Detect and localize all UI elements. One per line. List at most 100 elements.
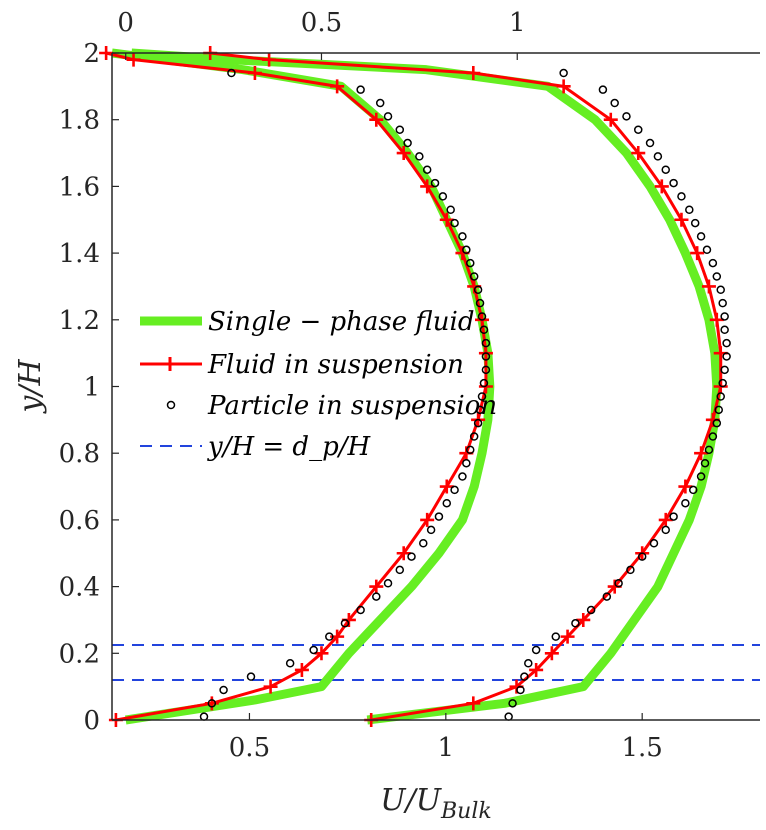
particle-point — [708, 258, 718, 268]
fluid-marker — [674, 212, 689, 227]
y-axis-label: y/H — [13, 359, 48, 415]
legend-label-fluid: Fluid in suspension — [207, 350, 464, 380]
particle-point — [462, 458, 471, 468]
legend-label-single-phase: Single − phase fluid — [208, 307, 474, 337]
particle-point — [434, 512, 444, 521]
particle-point — [419, 538, 428, 548]
particle-point — [450, 485, 459, 495]
particle-point — [475, 298, 485, 308]
particle-point — [446, 205, 455, 214]
particle-point — [720, 325, 729, 335]
particle-point — [375, 98, 385, 108]
fluid-marker — [603, 112, 618, 127]
particle-point — [602, 592, 612, 601]
fluid-marker — [330, 79, 345, 94]
y-tick-label: 0.2 — [59, 639, 100, 669]
y-tick-label: 1.6 — [59, 172, 100, 202]
particle-point — [622, 112, 631, 121]
fluid-marker — [654, 179, 669, 194]
particle-point — [559, 68, 568, 78]
particle-point — [473, 418, 483, 428]
y-tick-label: 1.2 — [59, 306, 100, 336]
particle-point — [466, 258, 475, 268]
particle-point — [462, 245, 471, 255]
fluid-marker — [694, 446, 709, 461]
particle-point — [438, 192, 448, 201]
particle-point — [508, 699, 517, 708]
fluid-marker — [314, 646, 329, 661]
particle-point — [504, 712, 513, 721]
particle-point — [199, 712, 209, 721]
particle-point — [442, 498, 452, 508]
fluid-marker — [396, 146, 411, 161]
x-axis-label-main: U/U — [380, 783, 442, 818]
particle-point — [685, 205, 694, 214]
particle-point — [669, 512, 678, 521]
x-top-tick-label: 0 — [117, 8, 134, 38]
particle-point — [571, 619, 580, 628]
fluid-marker — [369, 112, 384, 127]
fluid-marker — [690, 246, 705, 261]
y-tick-label: 1 — [83, 373, 100, 403]
particle-point — [219, 685, 228, 695]
particle-point — [702, 245, 712, 255]
x-axis-label: U/UBulk — [380, 783, 491, 824]
particle-point — [481, 365, 491, 375]
particle-point — [458, 472, 467, 481]
particle-point — [395, 125, 405, 134]
fluid-marker — [576, 612, 591, 627]
particle-point — [285, 659, 295, 668]
legend: Single − phase fluid Fluid in suspension… — [140, 307, 497, 462]
particle-point — [415, 152, 424, 161]
legend-marker-fluid — [163, 357, 177, 371]
particle-point — [450, 218, 459, 228]
particle-point — [403, 138, 412, 148]
particle-point — [661, 165, 670, 174]
particle-point — [696, 472, 706, 481]
particle-point — [458, 232, 467, 241]
fluid-marker — [439, 212, 454, 227]
particle-point — [516, 685, 525, 695]
particle-point — [422, 165, 432, 174]
particle-point — [637, 552, 647, 561]
particle-point — [722, 338, 731, 348]
particle-point — [383, 579, 393, 588]
particle-point — [407, 552, 416, 561]
particle-point — [479, 378, 489, 388]
particle-point — [430, 178, 440, 188]
particle-point — [700, 458, 710, 468]
particle-point — [722, 352, 731, 361]
particle-point — [477, 312, 487, 321]
fluid-marker — [420, 512, 435, 527]
particle-point — [531, 645, 541, 655]
x-bottom-tick-label: 0.5 — [229, 733, 270, 763]
particle-point — [426, 525, 436, 535]
particle-point — [309, 645, 318, 655]
fluid-marker — [709, 312, 724, 327]
particle-point — [634, 125, 643, 134]
fluid-marker — [420, 179, 435, 194]
particle-point — [704, 445, 714, 455]
particle-point — [649, 538, 659, 548]
y-tick-label: 0.6 — [59, 506, 100, 536]
particle-point — [520, 672, 529, 681]
x-bottom-tick-label: 1.5 — [622, 733, 663, 763]
fluid-marker — [529, 662, 544, 677]
particle-point — [716, 392, 725, 401]
fluid-marker — [439, 479, 454, 494]
particle-point — [598, 85, 608, 94]
particle-point — [207, 699, 217, 708]
particle-point — [356, 85, 365, 94]
fluid-marker — [396, 546, 411, 561]
particle-point — [395, 565, 405, 575]
particle-point — [614, 579, 623, 588]
fluid-marker — [631, 146, 646, 161]
particle-point — [626, 565, 635, 575]
particle-point — [653, 152, 663, 161]
particle-point — [669, 178, 678, 188]
particle-point — [716, 285, 725, 295]
particle-point — [690, 218, 700, 228]
particle-point — [466, 445, 475, 455]
particle-point — [610, 98, 619, 108]
